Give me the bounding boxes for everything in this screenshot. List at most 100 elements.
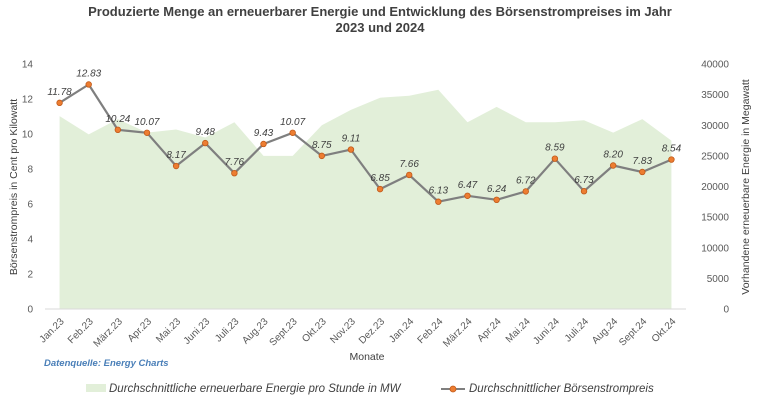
y2-tick-label: 35000 (701, 90, 729, 101)
price-point (580, 188, 588, 195)
price-point (143, 129, 151, 136)
price-data-label: 8.59 (545, 143, 565, 154)
price-point (231, 169, 238, 177)
x-axis-title: Monate (349, 351, 384, 363)
x-tick-label: Mai.24 (504, 316, 533, 345)
price-data-label: 10.24 (105, 114, 130, 125)
y2-tick-label: 25000 (701, 151, 729, 162)
price-point (639, 168, 646, 176)
x-tick-label: März.23 (92, 316, 126, 350)
x-tick-label: Apr.24 (475, 316, 504, 345)
x-tick-label: März.24 (441, 316, 475, 350)
price-point (85, 81, 92, 88)
price-point (522, 188, 529, 195)
y2-tick-label: 30000 (701, 121, 729, 132)
price-point (289, 129, 296, 136)
area-series (59, 89, 672, 309)
price-data-label: 6.47 (458, 180, 478, 191)
data-labels: 11.78 12.83 10.24 10.07 8.17 9.48 7.76 9.43 10.0… (47, 68, 681, 196)
x-tick-label: Aug.24 (590, 316, 620, 346)
price-point (347, 146, 355, 153)
price-data-label: 7.76 (225, 157, 245, 168)
legend-area-swatch (86, 384, 106, 392)
y-tick-label: 2 (27, 270, 33, 281)
x-tick-label: Apr.23 (126, 316, 155, 345)
y2-tick-label: 20000 (701, 182, 729, 193)
y2-tick-label: 5000 (707, 274, 730, 285)
source-note: Datenquelle: Energy Charts (44, 358, 169, 369)
y-axis-title: Börsenstrompreis in Cent pro Kilowatt (8, 99, 20, 275)
price-point (260, 140, 267, 148)
price-data-label: 6.72 (516, 175, 536, 186)
y-tick-label: 14 (22, 60, 34, 71)
x-tick-label: Aug.23 (240, 316, 270, 346)
price-point (406, 171, 413, 179)
price-data-label: 7.83 (633, 156, 653, 167)
y2-tick-label: 15000 (701, 213, 729, 224)
x-tick-label: Sept.24 (617, 316, 649, 348)
chart-title-line2: 2023 und 2024 (336, 20, 426, 35)
chart-title-line1: Produzierte Menge an erneuerbarer Energi… (88, 4, 672, 19)
price-point (56, 99, 63, 107)
y-tick-label: 6 (27, 200, 33, 211)
price-data-label: 8.54 (662, 144, 682, 155)
price-data-label: 7.66 (399, 159, 419, 170)
price-point (202, 139, 209, 147)
legend-area-label: Durchschnittliche erneuerbare Energie pr… (109, 383, 402, 395)
y2-axis-title: Vorhandene erneuerbare Energie in Megawa… (740, 79, 752, 294)
price-point (668, 156, 675, 163)
x-tick-label: Okt.23 (300, 316, 329, 345)
price-point (551, 155, 559, 162)
x-tick-label: Okt.24 (650, 316, 679, 345)
price-data-label: 10.07 (134, 117, 159, 128)
area-fill (59, 89, 672, 309)
price-data-label: 9.11 (342, 134, 361, 145)
x-tick-label: Juli.23 (213, 316, 242, 345)
x-tick-label: Juni.23 (182, 316, 213, 347)
price-point (435, 198, 442, 205)
price-data-label: 9.48 (196, 127, 216, 138)
legend-line-marker (449, 385, 457, 393)
price-point (609, 162, 617, 169)
x-tick-label: Sept.23 (268, 316, 300, 348)
price-data-label: 6.85 (370, 173, 390, 184)
x-tick-label: Mai.23 (154, 316, 183, 345)
price-data-label: 11.78 (47, 87, 72, 98)
price-point (114, 126, 122, 133)
line-markers (56, 81, 675, 205)
price-data-label: 10.07 (280, 117, 305, 128)
x-tick-label: Jan.23 (38, 316, 67, 345)
legend: Durchschnittliche erneuerbare Energie pr… (86, 383, 654, 395)
price-data-label: 6.24 (487, 184, 507, 195)
price-point (172, 162, 180, 170)
line-series (59, 83, 672, 203)
y-tick-label: 0 (27, 305, 33, 316)
x-tick-label: Dez.23 (357, 316, 387, 346)
price-data-label: 12.83 (76, 68, 101, 79)
price-data-label: 8.20 (603, 150, 623, 161)
y2-axis-ticks: 0 5000 10000 15000 20000 25000 30000 35000 40000 (701, 60, 729, 316)
y-axis-ticks: 0 2 4 6 8 10 12 14 (22, 60, 34, 316)
price-point (376, 185, 384, 193)
y2-tick-label: 0 (723, 305, 729, 316)
y-tick-label: 10 (22, 130, 34, 141)
y-tick-label: 12 (22, 95, 34, 106)
x-tick-label: Juli.24 (563, 316, 592, 345)
price-point (493, 196, 500, 203)
x-tick-label: Jan.24 (387, 316, 416, 345)
price-point (464, 192, 471, 199)
price-data-label: 6.73 (574, 175, 594, 186)
y2-tick-label: 40000 (701, 60, 729, 71)
price-line (59, 83, 672, 203)
y-tick-label: 4 (27, 235, 33, 246)
price-data-label: 6.13 (429, 186, 449, 197)
price-data-label: 9.43 (254, 128, 274, 139)
y2-tick-label: 10000 (701, 243, 729, 254)
x-tick-label: Juni.24 (531, 316, 562, 347)
legend-line-label: Durchschnittlicher Börsenstrompreis (469, 383, 654, 395)
price-data-label: 8.17 (166, 150, 186, 161)
price-point (318, 152, 325, 160)
y-tick-label: 8 (27, 165, 33, 176)
